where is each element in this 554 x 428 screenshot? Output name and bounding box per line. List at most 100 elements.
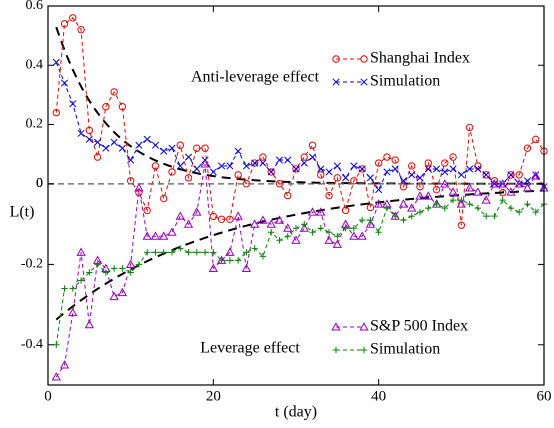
- data-point: [507, 171, 515, 179]
- data-point: [168, 144, 176, 152]
- data-point: [160, 147, 168, 155]
- data-point: [308, 153, 317, 161]
- data-point: [399, 177, 408, 185]
- data-point: [448, 187, 458, 196]
- data-point: [175, 211, 185, 220]
- data-point: [284, 191, 292, 200]
- data-point: [168, 168, 176, 176]
- data-point: [102, 144, 110, 152]
- y-tick-label: 0.4: [26, 57, 44, 72]
- data-point: [299, 223, 309, 232]
- data-point: [374, 159, 383, 167]
- data-point: [118, 144, 126, 152]
- data-point: [358, 165, 366, 173]
- data-point: [324, 235, 334, 244]
- annotation-anti-leverage: Anti-leverage effect: [191, 69, 320, 86]
- legend-label: Simulation: [370, 73, 440, 90]
- data-point: [481, 195, 491, 204]
- data-point: [308, 141, 317, 149]
- data-point: [52, 58, 60, 66]
- data-point: [333, 174, 342, 182]
- data-point: [192, 207, 202, 216]
- data-point: [218, 257, 225, 264]
- data-point: [415, 191, 425, 200]
- data-point: [360, 55, 368, 63]
- data-point: [357, 231, 367, 240]
- data-point: [331, 322, 341, 331]
- data-point: [242, 162, 250, 170]
- data-point: [267, 168, 275, 176]
- data-point: [532, 208, 539, 216]
- data-point: [499, 196, 506, 204]
- data-point: [77, 26, 85, 34]
- data-point: [59, 360, 70, 369]
- data-point: [489, 179, 500, 188]
- data-point: [309, 229, 316, 236]
- data-point: [226, 215, 234, 224]
- data-point: [473, 187, 483, 196]
- data-point: [474, 162, 482, 170]
- y-axis-label: L(t): [10, 204, 35, 221]
- data-point: [68, 307, 78, 317]
- data-point: [160, 249, 167, 256]
- data-point: [466, 165, 474, 173]
- data-point: [52, 108, 60, 117]
- x-tick-label: 20: [206, 388, 221, 404]
- bottom-panel: [48, 159, 549, 381]
- data-point: [77, 129, 85, 137]
- data-point: [359, 322, 369, 331]
- data-point: [176, 141, 184, 149]
- data-point: [432, 185, 441, 194]
- data-point: [506, 187, 516, 196]
- data-point: [110, 265, 118, 272]
- series-simulation: [52, 58, 548, 194]
- data-point: [267, 168, 275, 176]
- data-point: [143, 135, 151, 143]
- data-point: [233, 211, 243, 220]
- data-point: [226, 162, 234, 170]
- data-point: [292, 165, 300, 173]
- data-point: [482, 212, 490, 220]
- data-point: [425, 204, 432, 212]
- data-point: [423, 191, 433, 200]
- data-point: [367, 216, 374, 224]
- data-point: [317, 225, 324, 232]
- data-point: [160, 194, 168, 203]
- data-point: [250, 219, 260, 228]
- data-point: [127, 269, 134, 276]
- data-point: [342, 225, 349, 232]
- data-point: [234, 257, 242, 264]
- data-point: [126, 259, 136, 268]
- data-point: [398, 199, 409, 208]
- data-point: [94, 138, 102, 146]
- data-point: [60, 79, 69, 87]
- data-point: [424, 165, 432, 173]
- legend-entry: Simulation: [332, 341, 440, 358]
- data-point: [332, 239, 342, 248]
- data-point: [284, 156, 292, 164]
- data-point: [61, 285, 68, 292]
- data-point: [482, 171, 490, 179]
- fit-curve: [55, 189, 545, 321]
- legend-label: S&P 500 Index: [370, 318, 468, 335]
- data-point: [77, 277, 85, 284]
- data-point: [217, 215, 226, 224]
- data-point: [110, 88, 118, 96]
- series-line: [55, 163, 545, 378]
- data-point: [408, 171, 416, 179]
- data-point: [119, 265, 126, 272]
- data-point: [134, 183, 144, 192]
- data-point: [259, 153, 267, 161]
- data-point: [391, 156, 399, 164]
- data-point: [258, 215, 268, 224]
- data-point: [292, 165, 300, 173]
- data-point: [307, 207, 318, 216]
- data-point: [332, 78, 340, 86]
- data-point: [325, 191, 333, 200]
- data-point: [109, 291, 119, 301]
- y-tick-label: -0.2: [21, 257, 43, 272]
- data-point: [259, 159, 267, 167]
- data-point: [234, 147, 242, 155]
- data-point: [531, 171, 541, 180]
- data-point: [276, 237, 283, 244]
